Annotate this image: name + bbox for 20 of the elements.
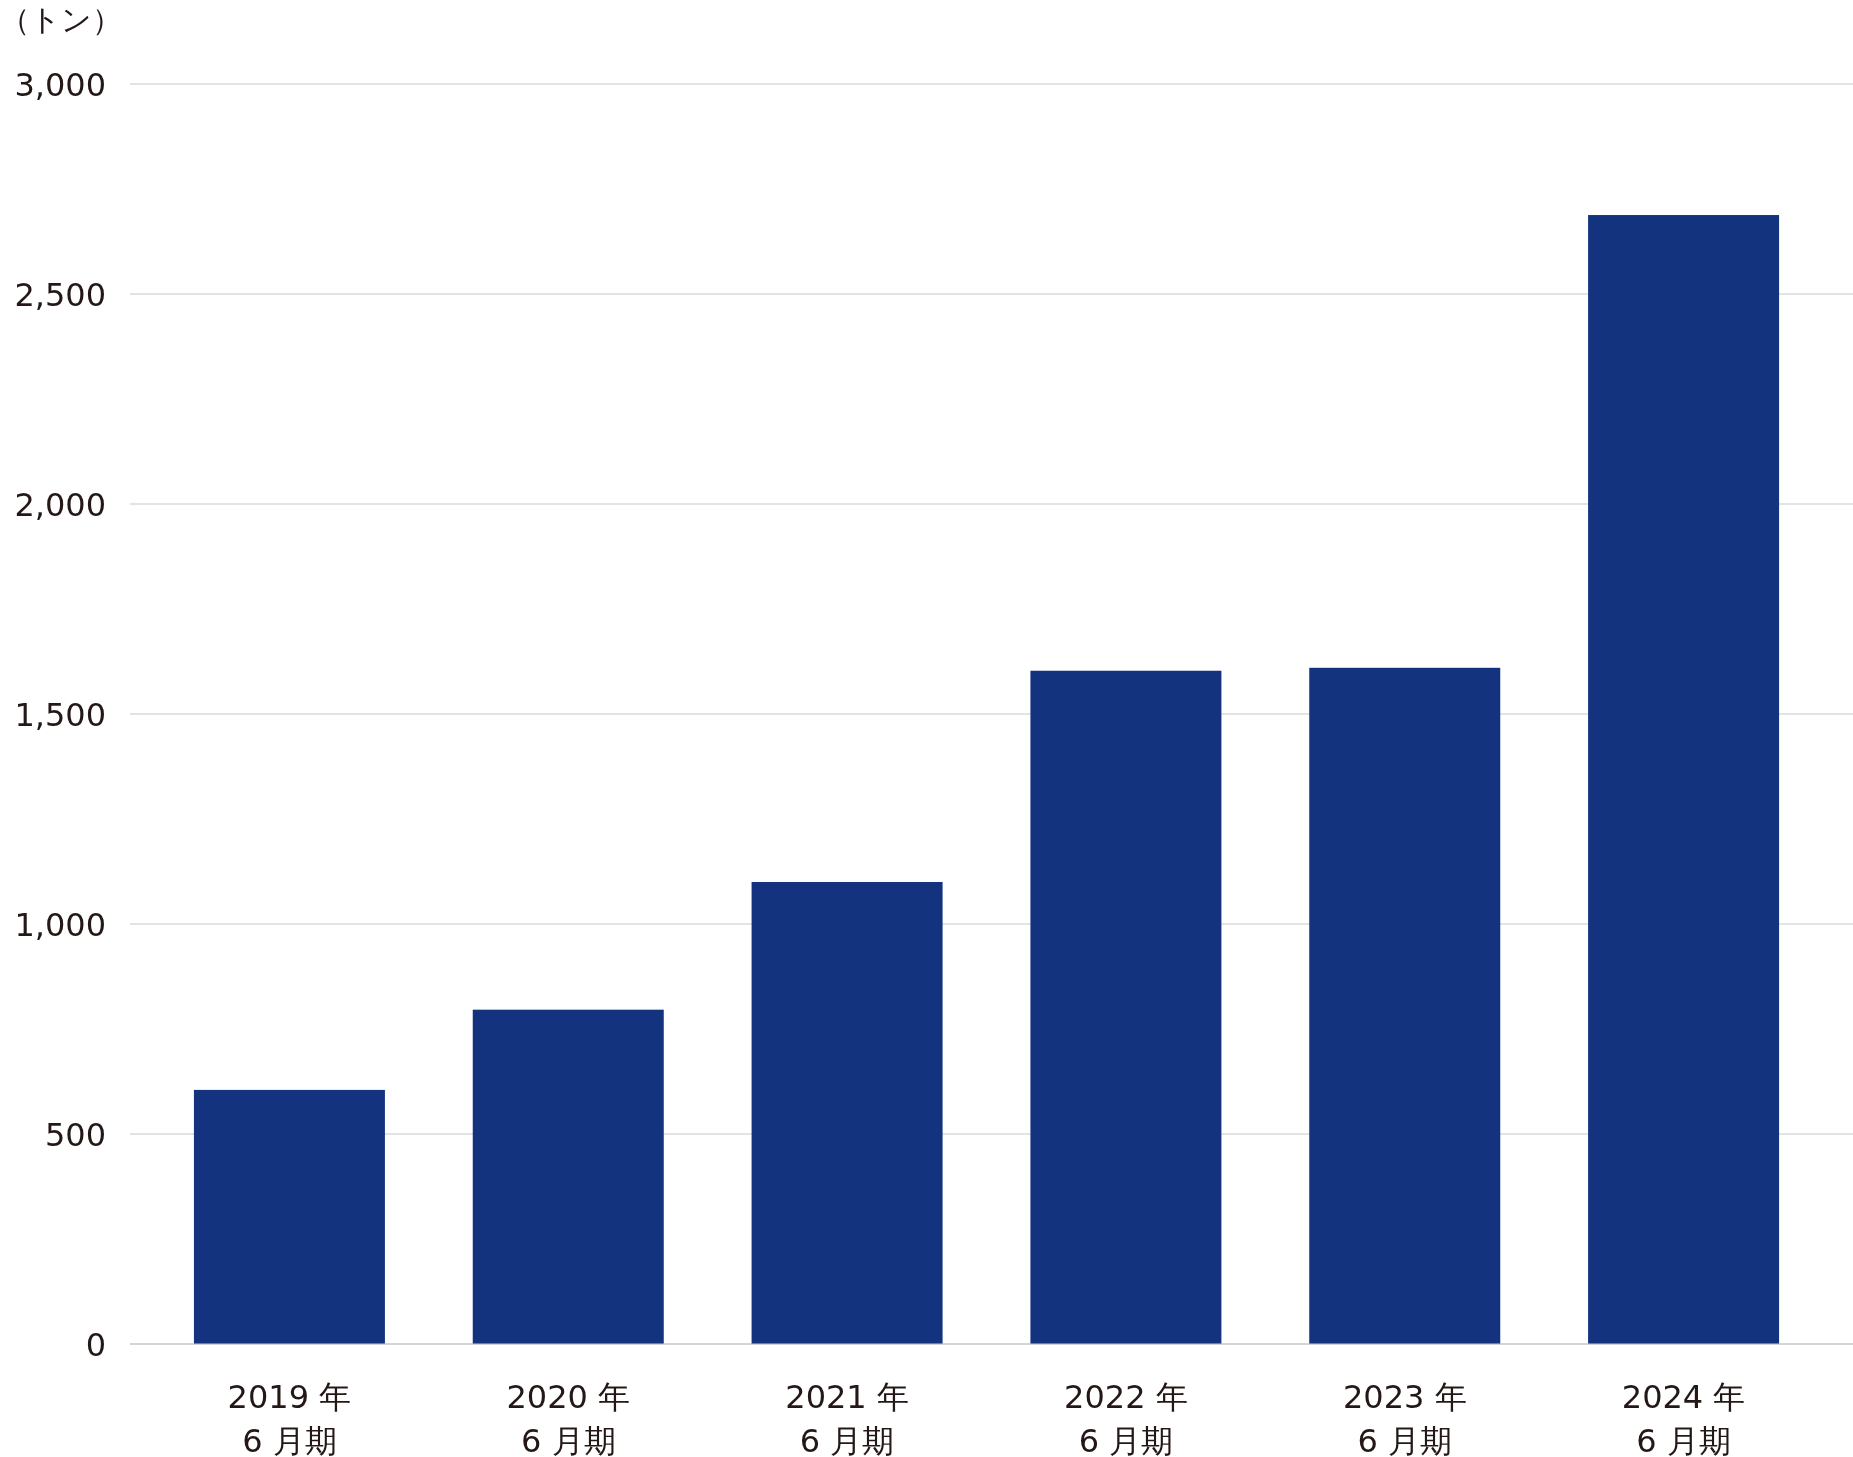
bar (472, 1009, 664, 1344)
y-tick-label: 1,000 (14, 906, 106, 944)
x-tick-label: 2021 年 6 月期 (785, 1378, 909, 1457)
y-tick-label: 2,000 (14, 486, 106, 524)
x-tick-label: 2019 年 6 月期 (227, 1378, 352, 1457)
y-tick-label: 3,000 (14, 66, 106, 104)
y-tick-label: 500 (44, 1116, 106, 1154)
bar (1588, 215, 1780, 1344)
y-tick-label: 1,500 (14, 696, 106, 734)
x-tick-label: 2023 年 6 月期 (1342, 1378, 1467, 1457)
y-tick-label: 0 (85, 1326, 106, 1364)
y-axis-title: （トン） (0, 2, 122, 37)
x-tick-label: 2020 年 6 月期 (506, 1378, 631, 1457)
y-tick-label: 2,500 (14, 276, 106, 314)
bar (193, 1089, 385, 1344)
x-tick-label: 2024 年 6 月期 (1621, 1378, 1746, 1457)
x-tick-label: 2022 年 6 月期 (1064, 1378, 1188, 1457)
bar (751, 882, 943, 1344)
bar (1030, 670, 1222, 1344)
bar (1309, 667, 1501, 1344)
